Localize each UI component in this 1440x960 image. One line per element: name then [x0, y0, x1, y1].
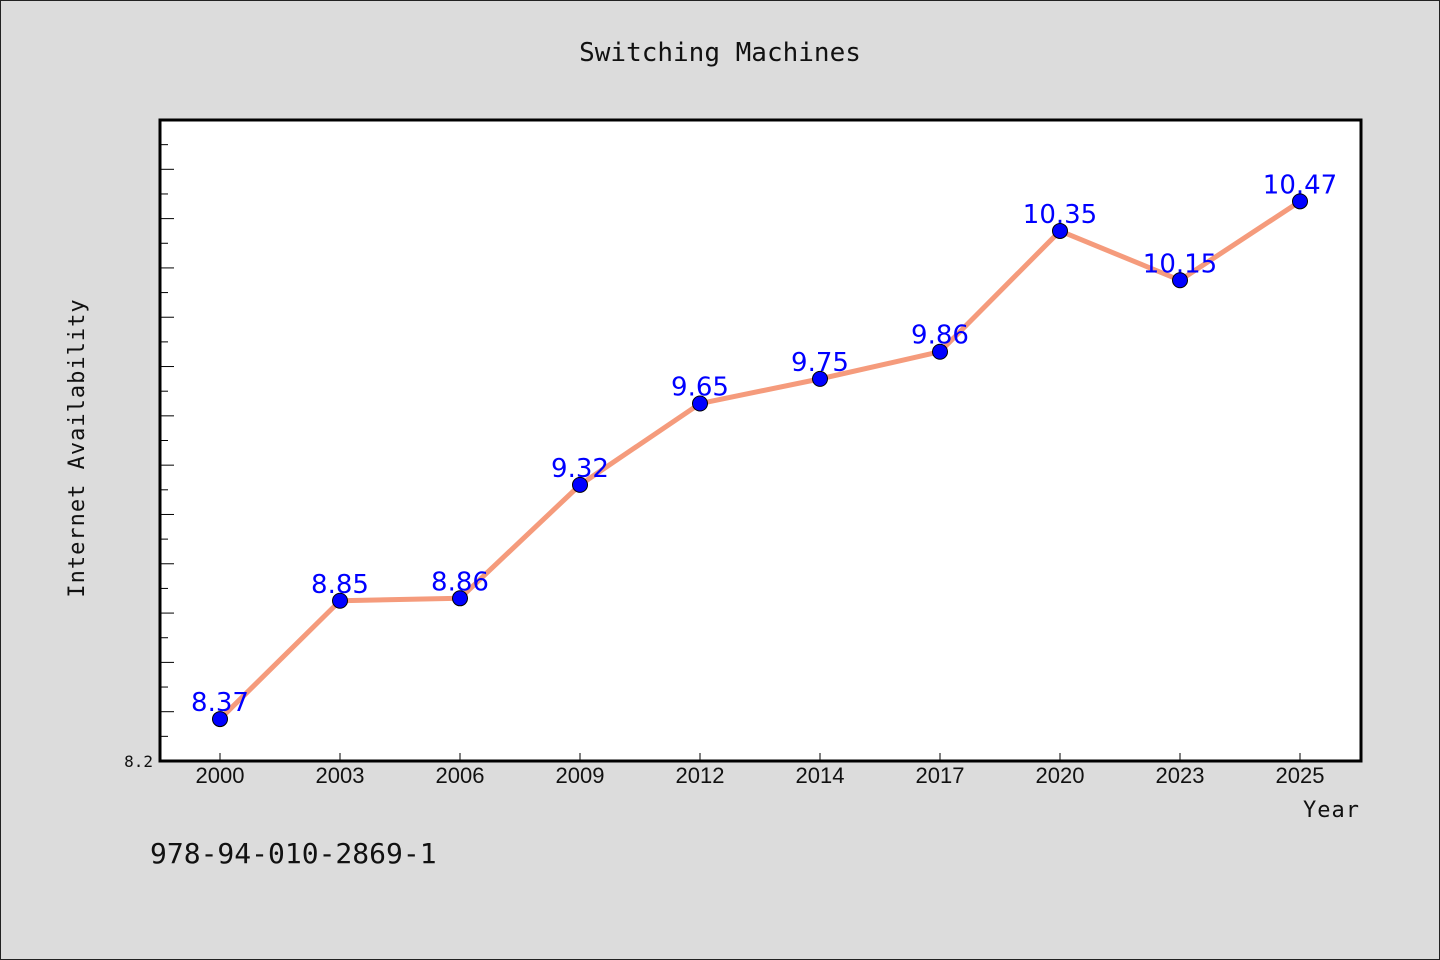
x-tick-label: 2009	[556, 763, 605, 788]
data-point-label: 8.85	[311, 570, 369, 600]
series-line	[218, 199, 1302, 721]
data-point-marker	[1292, 193, 1308, 210]
chart-title: Switching Machines	[579, 38, 861, 68]
data-point-label: 9.75	[791, 348, 849, 378]
y-axis-label: Internet Availability	[65, 298, 90, 597]
y-tick-label: 8.2	[124, 752, 153, 771]
x-tick-label: 2020	[1036, 763, 1085, 788]
data-point-label: 8.37	[191, 688, 249, 718]
data-point-label: 9.86	[911, 321, 969, 351]
data-point-label: 10.47	[1263, 170, 1337, 200]
x-axis-ticks: 2000 2003 2006 2009 2012 2014 2017 2020 2023 2025	[196, 753, 1325, 788]
data-point-label: 9.65	[671, 373, 729, 403]
data-point-label: 9.32	[551, 454, 609, 484]
series-group: 8.37 8.85 8.86 9.32 9.65 9.75 9.86 10.35 10.15 10…	[191, 170, 1337, 728]
data-point-marker	[812, 370, 828, 387]
x-tick-label: 2000	[196, 763, 245, 788]
x-tick-label: 2014	[796, 763, 845, 788]
x-tick-label: 2006	[436, 763, 485, 788]
x-tick-label: 2025	[1276, 763, 1325, 788]
data-point-marker	[332, 592, 348, 609]
data-point-label: 10.15	[1143, 249, 1217, 279]
x-tick-label: 2023	[1156, 763, 1205, 788]
data-point-marker	[692, 395, 708, 412]
data-point-marker	[1172, 272, 1188, 289]
y-axis-ticks: 8.2	[124, 144, 174, 771]
data-point-marker	[932, 343, 948, 360]
data-point-marker	[452, 590, 468, 607]
x-axis-label: Year	[1303, 798, 1360, 823]
isbn-footer-text: 978-94-010-2869-1	[150, 837, 437, 870]
plot-area	[158, 118, 1363, 763]
data-point-marker	[212, 711, 228, 728]
data-point-marker	[1052, 222, 1068, 239]
data-point-label: 8.86	[431, 567, 489, 597]
data-point-label: 10.35	[1023, 200, 1097, 230]
x-tick-label: 2012	[676, 763, 725, 788]
x-tick-label: 2003	[316, 763, 365, 788]
data-point-marker	[572, 476, 588, 493]
x-tick-label: 2017	[916, 763, 965, 788]
